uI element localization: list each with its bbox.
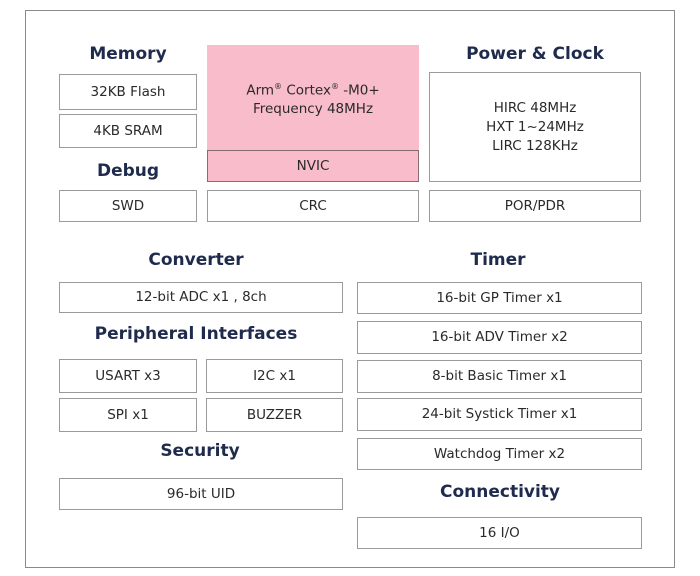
timer-heading: Timer: [470, 250, 526, 270]
lirc: LIRC 128KHz: [492, 137, 578, 154]
buzzer-block: BUZZER: [206, 398, 343, 432]
clock-block: HIRC 48MHz HXT 1~24MHz LIRC 128KHz: [429, 72, 641, 182]
hirc: HIRC 48MHz: [493, 99, 577, 116]
nvic-block: NVIC: [207, 150, 419, 182]
timer-block: 16-bit GP Timer x1: [357, 282, 642, 314]
peripheral-heading: Peripheral Interfaces: [94, 324, 298, 344]
converter-heading: Converter: [148, 250, 244, 270]
connectivity-heading: Connectivity: [439, 482, 561, 502]
debug-heading: Debug: [96, 161, 160, 181]
flash-block: 32KB Flash: [59, 74, 197, 110]
timer-block: 8-bit Basic Timer x1: [357, 360, 642, 393]
core-frequency: Frequency 48MHz: [252, 101, 374, 118]
sram-block: 4KB SRAM: [59, 114, 197, 148]
hxt: HXT 1~24MHz: [486, 118, 584, 135]
cpu-core-block: Arm® Cortex® -M0+ Frequency 48MHz: [207, 45, 419, 151]
timer-block: 16-bit ADV Timer x2: [357, 321, 642, 354]
spi-block: SPI x1: [59, 398, 197, 432]
uid-block: 96-bit UID: [59, 478, 343, 510]
timer-block: 24-bit Systick Timer x1: [357, 398, 642, 431]
timer-block: Watchdog Timer x2: [357, 438, 642, 470]
por-pdr-block: POR/PDR: [429, 190, 641, 222]
crc-block: CRC: [207, 190, 419, 222]
i2c-block: I2C x1: [206, 359, 343, 393]
diagram-frame: [25, 10, 675, 568]
swd-block: SWD: [59, 190, 197, 222]
memory-heading: Memory: [89, 44, 167, 64]
usart-block: USART x3: [59, 359, 197, 393]
security-heading: Security: [160, 441, 240, 461]
io-block: 16 I/O: [357, 517, 642, 549]
adc-block: 12-bit ADC x1 , 8ch: [59, 282, 343, 313]
power-clock-heading: Power & Clock: [466, 44, 604, 64]
core-name: Arm® Cortex® -M0+: [246, 81, 380, 99]
